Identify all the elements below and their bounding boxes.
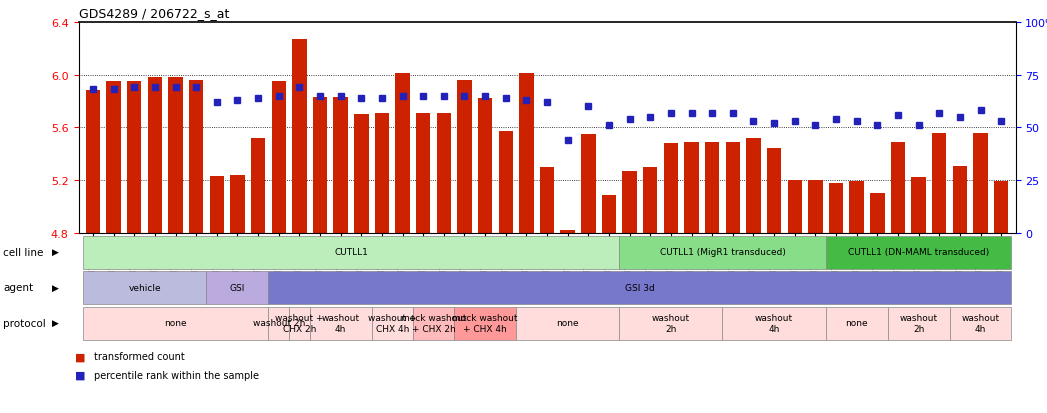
Bar (602, 195, 617, 233)
Bar (870, 194, 885, 233)
Bar (127, 82, 141, 233)
Bar (932, 133, 946, 233)
Bar (994, 182, 1008, 233)
Text: cell line: cell line (3, 247, 44, 257)
Bar (271, 82, 286, 233)
Bar (148, 78, 162, 233)
Bar (416, 114, 430, 233)
Bar (375, 114, 389, 233)
Text: ■: ■ (75, 370, 86, 380)
Bar (622, 171, 637, 233)
Text: CUTLL1: CUTLL1 (334, 247, 367, 256)
Bar (974, 133, 987, 233)
Text: vehicle: vehicle (129, 283, 161, 292)
Bar (354, 115, 369, 233)
Bar (333, 98, 348, 233)
Text: transformed count: transformed count (94, 351, 185, 361)
Bar (705, 142, 719, 233)
Bar (664, 144, 678, 233)
Bar (209, 177, 224, 233)
Bar (747, 139, 761, 233)
Bar (86, 91, 101, 233)
Text: percentile rank within the sample: percentile rank within the sample (94, 370, 260, 380)
Bar (477, 99, 492, 233)
Bar (519, 74, 534, 233)
Bar (107, 82, 120, 233)
Bar (911, 178, 926, 233)
Bar (396, 74, 409, 233)
Text: CUTLL1 (MigR1 transduced): CUTLL1 (MigR1 transduced) (660, 247, 785, 256)
Text: washout +
CHX 2h: washout + CHX 2h (275, 313, 324, 333)
Text: CUTLL1 (DN-MAML transduced): CUTLL1 (DN-MAML transduced) (848, 247, 989, 256)
Bar (540, 168, 554, 233)
Bar (560, 231, 575, 233)
Text: protocol: protocol (3, 318, 46, 328)
Bar (726, 142, 740, 233)
Bar (953, 166, 967, 233)
Bar (230, 176, 245, 233)
Text: mock washout
+ CHX 4h: mock washout + CHX 4h (452, 313, 518, 333)
Bar (849, 182, 864, 233)
Bar (251, 139, 265, 233)
Bar (169, 78, 183, 233)
Text: none: none (164, 318, 186, 328)
Bar (188, 81, 203, 233)
Text: agent: agent (3, 282, 34, 292)
Text: washout +
CHX 4h: washout + CHX 4h (367, 313, 417, 333)
Bar (643, 168, 658, 233)
Text: none: none (556, 318, 579, 328)
Bar (437, 114, 451, 233)
Bar (829, 183, 843, 233)
Text: washout
2h: washout 2h (899, 313, 938, 333)
Bar (581, 135, 596, 233)
Text: GDS4289 / 206722_s_at: GDS4289 / 206722_s_at (79, 7, 229, 20)
Text: ▶: ▶ (52, 283, 59, 292)
Text: GSI: GSI (229, 283, 245, 292)
Text: ▶: ▶ (52, 318, 59, 328)
Text: washout
4h: washout 4h (321, 313, 360, 333)
Text: ■: ■ (75, 351, 86, 361)
Text: washout
4h: washout 4h (755, 313, 794, 333)
Text: GSI 3d: GSI 3d (625, 283, 654, 292)
Text: washout
4h: washout 4h (961, 313, 1000, 333)
Bar (808, 180, 823, 233)
Bar (891, 142, 906, 233)
Bar (498, 132, 513, 233)
Bar (458, 81, 472, 233)
Text: ▶: ▶ (52, 247, 59, 256)
Bar (787, 180, 802, 233)
Bar (766, 149, 781, 233)
Bar (313, 98, 328, 233)
Bar (685, 142, 698, 233)
Bar (292, 40, 307, 233)
Text: washout
2h: washout 2h (652, 313, 690, 333)
Text: none: none (845, 318, 868, 328)
Text: washout 2h: washout 2h (252, 318, 305, 328)
Text: mock washout
+ CHX 2h: mock washout + CHX 2h (401, 313, 466, 333)
